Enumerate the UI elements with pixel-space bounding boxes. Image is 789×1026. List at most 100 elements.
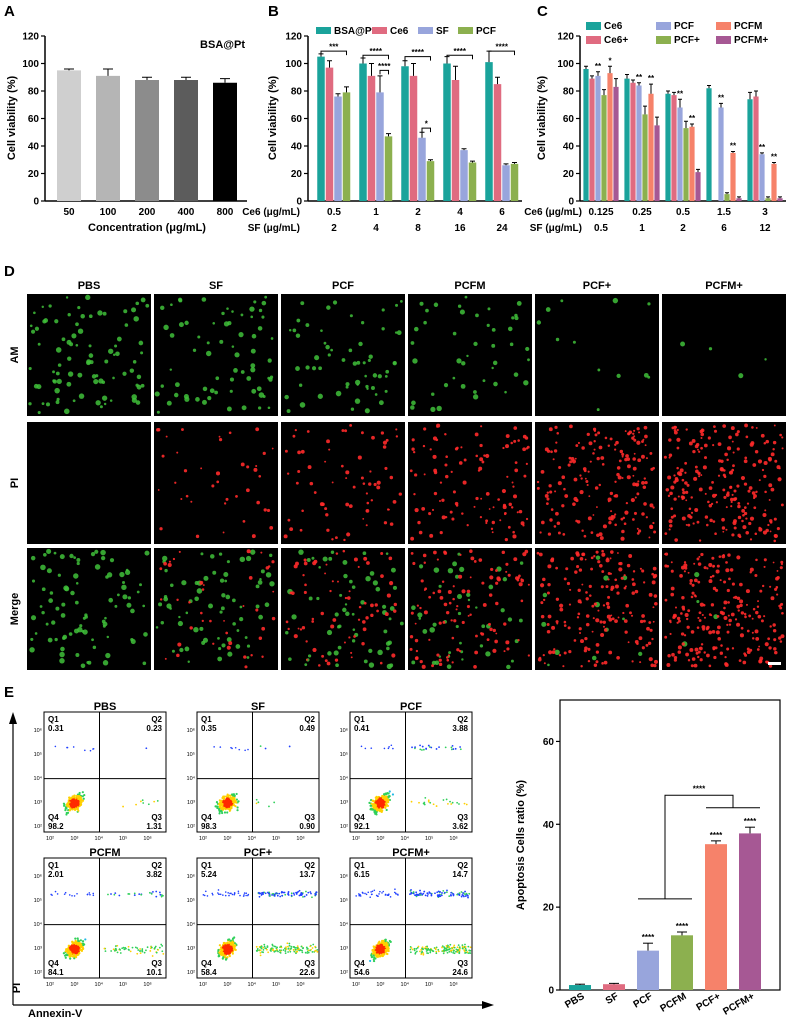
red-cell: [475, 634, 478, 638]
event-dot: [151, 955, 154, 957]
green-cell: [367, 358, 371, 362]
green-cell: [244, 636, 248, 639]
red-cell: [717, 637, 721, 641]
red-cell: [607, 578, 610, 581]
y-tick-label: 10²: [34, 824, 42, 830]
red-cell: [653, 659, 658, 664]
green-cell: [56, 378, 62, 385]
event-dot: [231, 794, 234, 797]
red-cell: [725, 568, 730, 573]
red-cell: [631, 660, 634, 663]
micrograph-background: [154, 422, 278, 544]
green-cell: [201, 640, 206, 645]
red-cell: [637, 480, 640, 483]
event-dot: [304, 951, 307, 954]
sig-label: **: [718, 93, 725, 102]
green-cell: [76, 557, 81, 562]
red-cell: [421, 664, 426, 669]
red-cell: [556, 521, 561, 526]
bar: [174, 80, 198, 201]
red-cell: [718, 555, 722, 558]
red-cell: [751, 426, 754, 429]
green-cell: [185, 611, 189, 615]
red-cell: [540, 601, 544, 605]
red-cell: [360, 476, 364, 480]
event-dot: [227, 947, 230, 950]
red-cell: [754, 532, 758, 536]
green-cell: [217, 637, 220, 640]
event-dot: [79, 796, 83, 799]
event-dot: [262, 946, 265, 949]
bar: [502, 165, 510, 201]
red-cell: [362, 627, 367, 632]
legend-label: BSA@Pt: [334, 26, 376, 37]
green-cell: [258, 614, 263, 620]
green-cell: [364, 408, 370, 414]
legend-swatch: [586, 22, 601, 30]
event-dot: [239, 894, 241, 897]
green-cell: [516, 301, 522, 306]
red-cell: [477, 469, 481, 472]
event-dot: [306, 947, 309, 950]
red-cell: [697, 655, 700, 659]
green-cell: [221, 643, 226, 648]
red-cell: [461, 589, 466, 594]
green-cell: [116, 593, 120, 597]
event-dot: [278, 949, 281, 952]
red-cell: [587, 659, 591, 663]
green-cell: [236, 629, 240, 632]
red-cell: [633, 429, 636, 432]
red-cell: [431, 508, 435, 512]
bar: [637, 950, 659, 990]
red-cell: [410, 611, 414, 615]
red-cell: [409, 469, 413, 473]
red-cell: [768, 499, 771, 501]
event-dot: [143, 951, 146, 954]
event-dot: [386, 952, 389, 956]
quadrant-name: Q1: [354, 715, 365, 724]
red-cell: [703, 456, 708, 460]
event-dot: [83, 793, 86, 797]
green-cell: [80, 314, 85, 319]
red-cell: [522, 552, 527, 557]
red-cell: [547, 582, 551, 587]
event-dot: [455, 950, 457, 953]
green-cell: [475, 606, 478, 609]
red-cell: [393, 609, 397, 613]
green-cell: [334, 612, 339, 617]
panel-label-e: E: [4, 684, 14, 701]
red-cell: [445, 656, 449, 659]
event-dot: [116, 944, 119, 947]
red-cell: [719, 651, 724, 655]
green-cell: [360, 600, 365, 605]
green-cell: [80, 663, 86, 669]
micrograph-tile: [535, 422, 659, 544]
micrograph-background: [27, 422, 151, 544]
red-cell: [702, 603, 706, 607]
red-cell: [324, 572, 327, 575]
y-arrow-head: [9, 712, 17, 724]
event-dot: [368, 801, 371, 804]
green-cell: [261, 300, 267, 306]
micrograph-tile: [408, 422, 532, 544]
y-tick-label: 10⁴: [34, 921, 43, 928]
legend-swatch: [372, 27, 387, 34]
red-cell: [713, 655, 717, 660]
event-dot: [68, 894, 71, 896]
event-dot: [80, 949, 84, 952]
green-cell: [295, 333, 301, 338]
red-cell: [442, 620, 446, 624]
row-value: 6: [721, 223, 727, 234]
bar: [765, 198, 771, 201]
green-cell: [30, 555, 36, 561]
event-dot: [285, 948, 288, 950]
green-cell: [114, 344, 118, 348]
red-cell: [743, 459, 748, 464]
event-dot: [73, 950, 76, 953]
red-cell: [683, 563, 688, 568]
red-cell: [334, 658, 339, 662]
event-dot: [419, 748, 422, 751]
micrograph-tile: [281, 422, 405, 544]
red-cell: [643, 502, 647, 506]
annotation: BSA@Pt: [200, 39, 245, 51]
